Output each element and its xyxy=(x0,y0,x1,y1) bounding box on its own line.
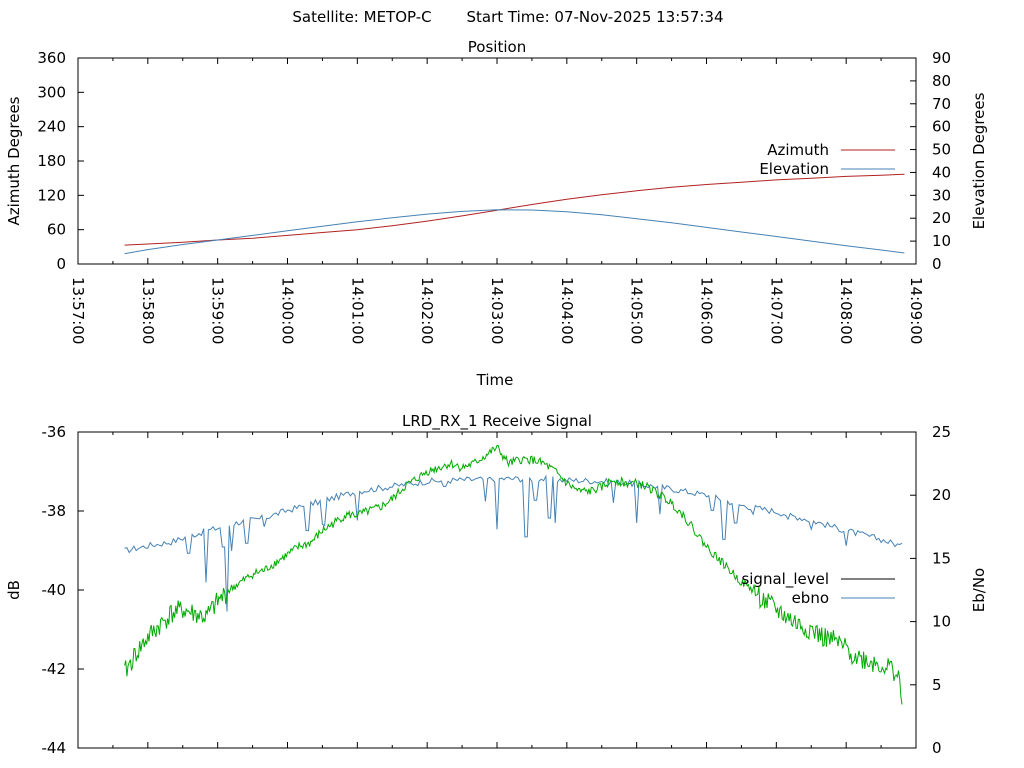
signal-left-tick-label: -40 xyxy=(42,581,67,599)
position-right-tick-label: 90 xyxy=(932,49,951,67)
position-left-tick-label: 0 xyxy=(56,255,66,273)
position-legend-label: Elevation xyxy=(759,160,829,178)
position-left-tick-label: 360 xyxy=(37,49,66,67)
signal-left-tick-label: -44 xyxy=(42,739,67,757)
position-x-tick-label: 14:00:00 xyxy=(279,277,297,344)
position-x-tick-label: 14:02:00 xyxy=(418,277,436,344)
position-chart: Position Azimuth Degrees Elevation Degre… xyxy=(5,38,988,389)
receive-signal-title: LRD_RX_1 Receive Signal xyxy=(402,412,592,431)
satellite-name: Satellite: METOP-C xyxy=(292,8,431,26)
position-x-tick-label: 14:05:00 xyxy=(628,277,646,344)
db-axis-label: dB xyxy=(5,580,23,600)
position-left-tick-label: 180 xyxy=(37,152,66,170)
series-elevation-line xyxy=(124,209,905,255)
position-x-tick-label: 14:08:00 xyxy=(837,277,855,344)
signal-right-tick-label: 5 xyxy=(932,676,942,694)
azimuth-axis-label: Azimuth Degrees xyxy=(5,96,23,225)
position-x-tick-label: 13:57:00 xyxy=(69,277,87,344)
position-x-tick-label: 13:58:00 xyxy=(139,277,157,344)
series-green-signal-line xyxy=(124,445,903,705)
position-chart-title: Position xyxy=(468,38,526,56)
position-right-tick-label: 50 xyxy=(932,141,951,159)
position-right-tick-label: 70 xyxy=(932,95,951,113)
position-right-tick-label: 0 xyxy=(932,255,942,273)
time-axis-label: Time xyxy=(476,371,514,389)
signal-left-tick-label: -42 xyxy=(42,660,67,678)
position-left-tick-label: 240 xyxy=(37,118,66,136)
position-left-tick-label: 60 xyxy=(47,221,66,239)
receive-signal-chart: LRD_RX_1 Receive Signal dB Eb/No -44 -42 -… xyxy=(5,412,988,757)
signal-right-tick-label: 0 xyxy=(932,739,942,757)
position-x-tick-label: 14:07:00 xyxy=(767,277,785,344)
signal-right-tick-label: 10 xyxy=(932,613,951,631)
position-x-tick-label: 14:04:00 xyxy=(558,277,576,344)
series-azimuth-line xyxy=(124,173,905,246)
start-time: Start Time: 07-Nov-2025 13:57:34 xyxy=(466,8,723,26)
signal-right-tick-label: 20 xyxy=(932,486,951,504)
position-right-tick-label: 20 xyxy=(932,209,951,227)
series-ebno-line xyxy=(124,474,903,612)
position-x-tick-label: 14:09:00 xyxy=(907,277,925,344)
position-x-tick-label: 14:03:00 xyxy=(488,277,506,344)
position-x-tick-label: 14:06:00 xyxy=(698,277,716,344)
signal-right-tick-label: 15 xyxy=(932,549,951,567)
ebno-axis-label: Eb/No xyxy=(970,568,988,612)
elevation-axis-label: Elevation Degrees xyxy=(970,92,988,229)
position-x-tick-label: 14:01:00 xyxy=(348,277,366,344)
position-right-tick-label: 10 xyxy=(932,232,951,250)
position-right-tick-label: 60 xyxy=(932,118,951,136)
signal-left-tick-label: -36 xyxy=(42,423,67,441)
position-legend-label: Azimuth xyxy=(767,141,829,159)
signal-right-tick-label: 25 xyxy=(932,423,951,441)
position-right-tick-label: 30 xyxy=(932,186,951,204)
signal-legend-label: ebno xyxy=(792,589,829,607)
position-right-tick-label: 40 xyxy=(932,163,951,181)
signal-legend-label: signal_level xyxy=(741,570,829,589)
receive-signal-plot-frame xyxy=(77,431,917,749)
position-left-tick-label: 120 xyxy=(37,186,66,204)
position-right-tick-label: 80 xyxy=(932,72,951,90)
signal-left-tick-label: -38 xyxy=(42,502,67,520)
position-x-tick-label: 13:59:00 xyxy=(209,277,227,344)
position-left-tick-label: 300 xyxy=(37,83,66,101)
